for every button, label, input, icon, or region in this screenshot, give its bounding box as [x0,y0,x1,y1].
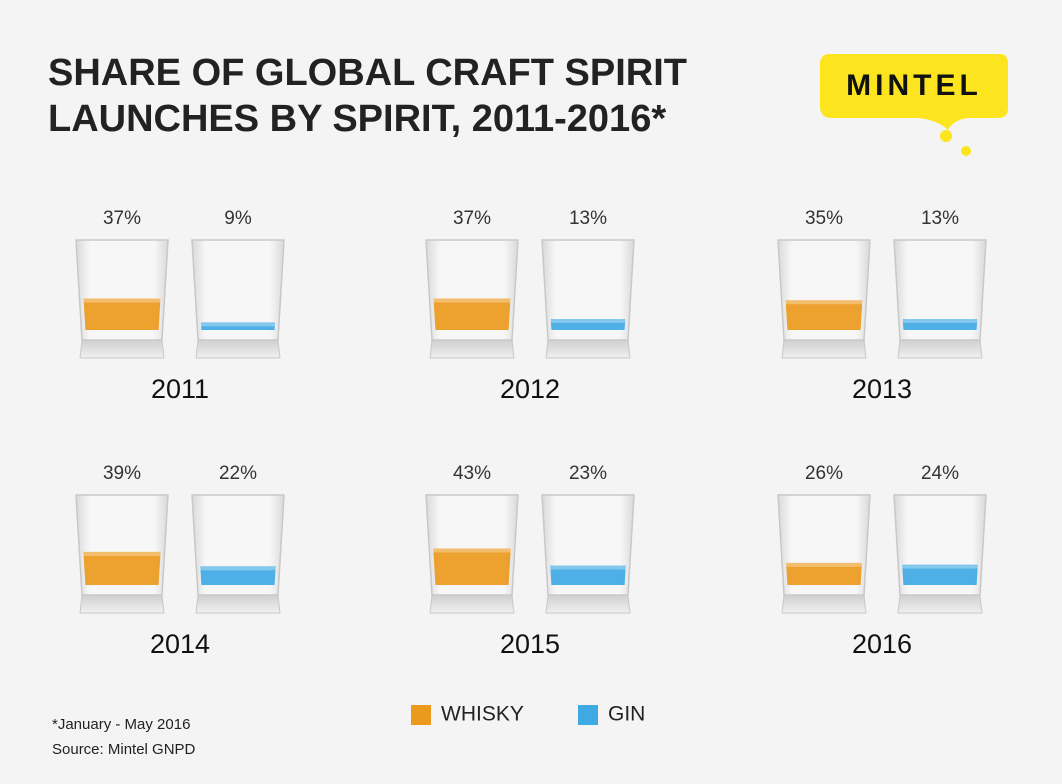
value-label: 37% [453,208,491,229]
value-label: 39% [103,463,141,484]
footnote: *January - May 2016 [52,716,191,733]
liquid-surface [902,318,978,323]
liquid-surface [550,318,626,323]
glass-base [781,594,867,614]
liquid-surface [902,564,978,569]
glass-base [195,339,281,359]
liquid-surface [83,551,161,556]
liquid [786,562,862,585]
liquid [83,551,161,585]
liquid-surface [550,565,626,570]
source: Source: Mintel GNPD [52,741,196,758]
liquid-surface [83,298,161,303]
liquid [83,298,161,330]
value-label: 26% [805,463,843,484]
liquid [550,318,626,330]
liquid-surface [433,298,511,303]
liquid [200,566,276,585]
value-label: 37% [103,208,141,229]
glass-base [429,594,515,614]
logo-bubble [940,130,952,142]
glass-base [429,339,515,359]
glass-base [545,339,631,359]
legend-label: WHISKY [441,703,524,726]
liquid-surface [200,566,276,571]
liquid [785,300,863,330]
glass-base [195,594,281,614]
liquid-surface [200,322,276,327]
glass-base [545,594,631,614]
liquid-surface [786,562,862,567]
liquid [902,318,978,330]
value-label: 22% [219,463,257,484]
glass-base [897,339,983,359]
value-label: 35% [805,208,843,229]
liquid-surface [433,548,511,553]
category-label: 2011 [151,374,209,404]
legend-swatch [578,705,598,725]
logo-text: MINTEL [846,69,982,102]
liquid [200,322,276,330]
logo-bubble [961,146,971,156]
chart-title: SHARE OF GLOBAL CRAFT SPIRIT LAUNCHES BY… [48,52,687,140]
value-label: 23% [569,463,607,484]
category-label: 2016 [852,629,912,659]
value-label: 43% [453,463,491,484]
legend-swatch [411,705,431,725]
logo: MINTEL [820,54,1008,156]
category-label: 2014 [150,629,210,659]
liquid [433,548,511,585]
glass-base [79,339,165,359]
legend-label: GIN [608,703,645,726]
category-label: 2013 [852,374,912,404]
logo-shape [820,54,1008,130]
liquid [433,298,511,330]
category-label: 2012 [500,374,560,404]
value-label: 13% [569,208,607,229]
glass-base [781,339,867,359]
glass-base [79,594,165,614]
liquid-surface [785,300,863,305]
glass-base [897,594,983,614]
value-label: 13% [921,208,959,229]
liquid [902,564,978,585]
category-label: 2015 [500,629,560,659]
liquid [550,565,626,585]
value-label: 9% [224,208,252,229]
value-label: 24% [921,463,959,484]
